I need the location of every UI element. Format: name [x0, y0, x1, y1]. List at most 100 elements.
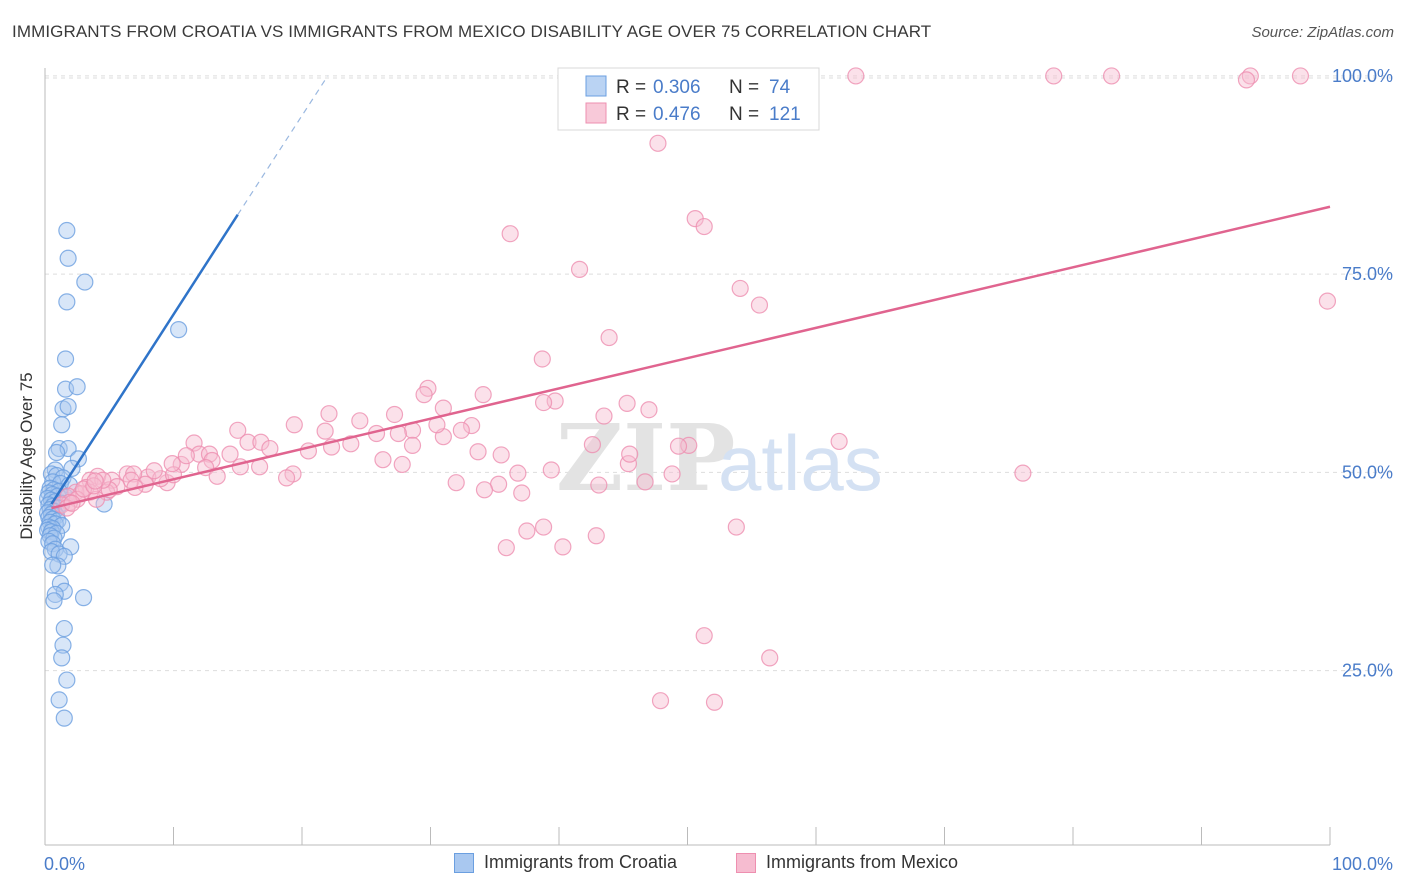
point-mexico — [695, 627, 713, 645]
point-croatia — [56, 350, 75, 368]
watermark-atlas: atlas — [718, 419, 883, 507]
point-mexico — [342, 435, 360, 453]
point-mexico — [640, 401, 658, 419]
points-mexico — [53, 67, 1337, 711]
point-mexico — [285, 416, 303, 434]
point-mexico — [590, 476, 608, 494]
point-mexico — [393, 455, 411, 474]
x-tick-label: 100.0% — [1332, 854, 1393, 874]
legend-swatch — [585, 75, 607, 97]
trend-line-mexico — [51, 205, 1331, 510]
point-mexico — [583, 436, 602, 454]
point-mexico — [669, 437, 688, 455]
point-croatia — [49, 557, 67, 575]
legend-n-label: N = — [729, 77, 759, 98]
point-mexico — [277, 469, 296, 487]
point-croatia — [54, 636, 72, 654]
point-mexico — [415, 386, 433, 404]
point-mexico — [636, 473, 654, 491]
y-tick-label: 75.0% — [1342, 264, 1393, 284]
point-mexico — [239, 433, 257, 451]
point-mexico — [86, 472, 104, 490]
point-mexico — [1102, 67, 1121, 85]
point-mexico — [492, 446, 510, 464]
point-mexico — [761, 649, 779, 667]
watermark-zip: ZIP — [556, 404, 735, 512]
point-mexico — [447, 474, 465, 492]
point-croatia — [68, 378, 86, 396]
point-mexico — [229, 421, 247, 439]
legend-swatch — [585, 102, 607, 124]
point-mexico — [663, 465, 681, 483]
point-mexico — [1014, 464, 1032, 482]
legend-item-mexico[interactable]: Immigrants from Mexico — [736, 852, 958, 873]
point-mexico — [403, 436, 422, 454]
point-mexico — [221, 445, 239, 463]
point-mexico — [316, 422, 334, 440]
point-mexico — [320, 405, 338, 423]
legend-swatch-croatia — [454, 852, 474, 873]
point-mexico — [469, 443, 487, 461]
point-mexico — [621, 445, 639, 463]
point-mexico — [587, 527, 605, 545]
legend-n-label: N = — [729, 104, 759, 125]
point-mexico — [649, 134, 667, 152]
chart-title: IMMIGRANTS FROM CROATIA VS IMMIGRANTS FR… — [12, 22, 932, 41]
point-mexico — [145, 462, 163, 480]
y-tick-label: 50.0% — [1342, 462, 1393, 482]
point-mexico — [651, 692, 670, 710]
point-mexico — [847, 67, 865, 85]
point-mexico — [463, 416, 481, 435]
point-mexico — [497, 539, 515, 557]
point-croatia — [45, 592, 63, 610]
point-mexico — [727, 518, 745, 536]
trend-line-croatia-extension — [237, 75, 329, 216]
y-tick-label: 100.0% — [1332, 66, 1393, 86]
legend-item-croatia[interactable]: Immigrants from Croatia — [454, 852, 677, 873]
point-mexico — [203, 451, 221, 470]
point-mexico — [163, 455, 181, 473]
point-croatia — [58, 221, 76, 240]
point-mexico — [1045, 67, 1063, 85]
legend-r-label: R = — [616, 104, 646, 125]
point-mexico — [695, 217, 713, 236]
point-mexico — [534, 518, 553, 536]
point-mexico — [705, 693, 724, 711]
point-croatia — [46, 585, 64, 604]
point-mexico — [1237, 71, 1256, 89]
point-mexico — [518, 522, 536, 540]
point-croatia — [170, 321, 188, 339]
point-croatia — [55, 709, 73, 727]
tick-labels: 25.0% 50.0% 75.0% 100.0% 0.0% 100.0% Disabilit… — [17, 66, 1393, 874]
legend-top: R = 0.306 N = 74 R = 0.476 N = 121 — [557, 67, 820, 131]
point-mexico — [570, 260, 589, 278]
source-label: Source: ZipAtlas.com — [1251, 24, 1394, 41]
legend-label-croatia: Immigrants from Croatia — [484, 852, 678, 872]
point-mexico — [533, 350, 551, 368]
point-croatia — [58, 293, 76, 311]
point-mexico — [385, 405, 404, 424]
point-mexico — [351, 412, 369, 430]
point-mexico — [177, 447, 195, 465]
point-mexico — [475, 481, 494, 499]
point-mexico — [1291, 67, 1310, 85]
point-croatia — [44, 556, 62, 574]
y-tick-label: 25.0% — [1342, 661, 1393, 681]
point-mexico — [731, 279, 749, 298]
point-croatia — [50, 691, 68, 709]
legend-r-label: R = — [616, 77, 646, 98]
point-mexico — [600, 328, 618, 347]
y-axis-label: Disability Age Over 75 — [17, 372, 36, 539]
point-mexico — [830, 432, 848, 451]
point-mexico — [618, 394, 636, 412]
point-croatia — [55, 547, 73, 566]
point-mexico — [542, 461, 560, 479]
point-mexico — [513, 484, 531, 502]
legend-r-value: 0.476 — [653, 104, 701, 125]
axes — [44, 68, 1331, 846]
grid-lines — [45, 75, 1392, 672]
point-mexico — [750, 296, 769, 314]
legend-label-mexico: Immigrants from Mexico — [766, 852, 959, 872]
point-croatia — [59, 249, 77, 267]
